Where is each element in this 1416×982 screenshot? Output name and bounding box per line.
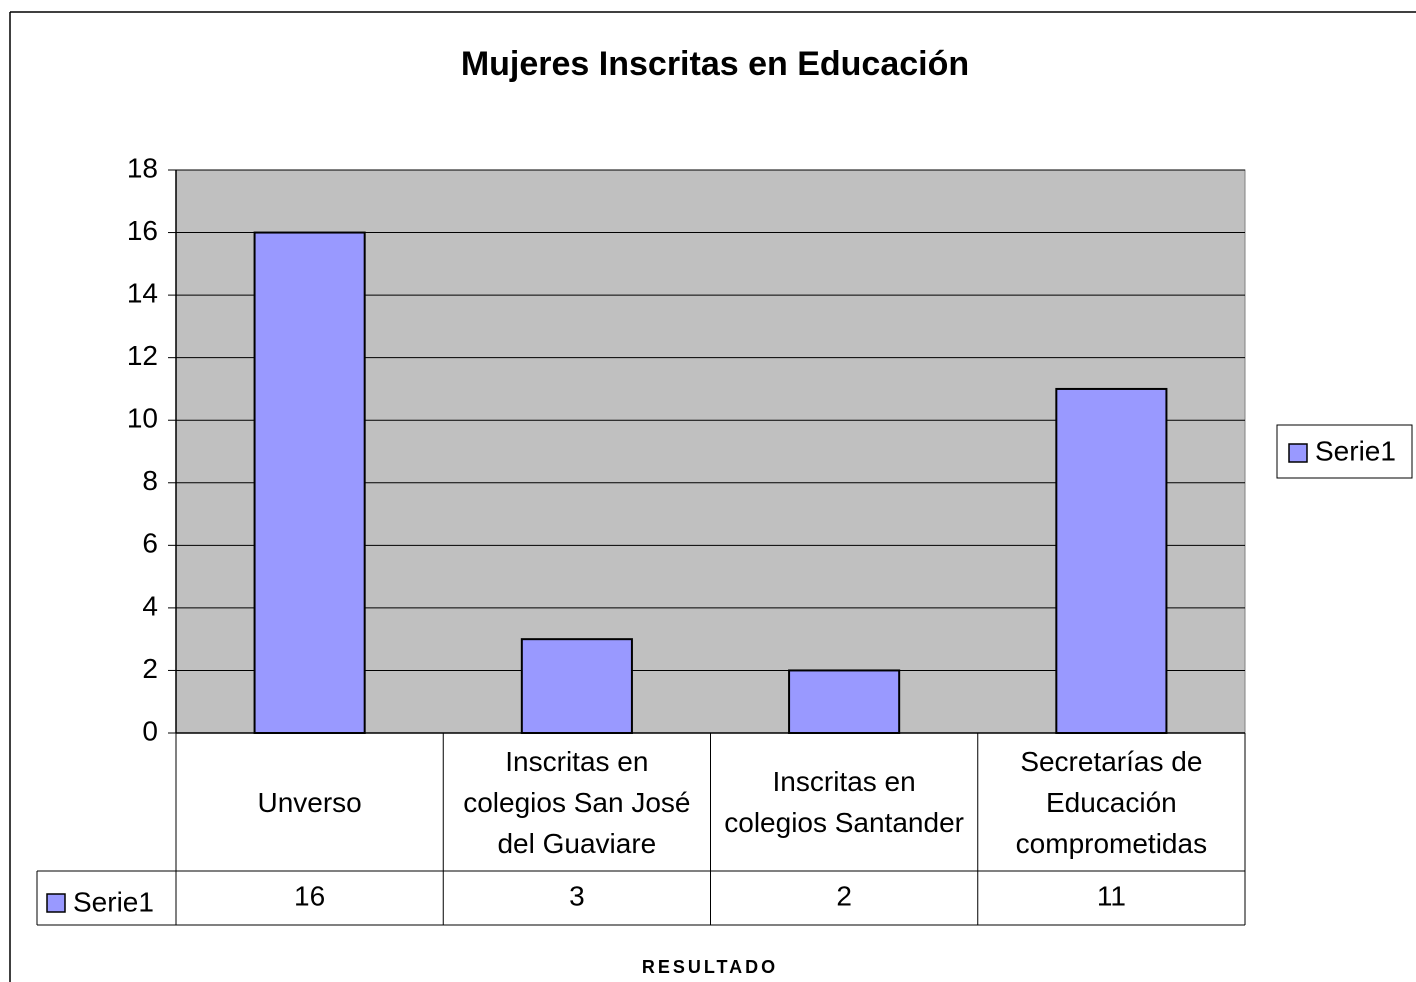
y-tick-label: 2 xyxy=(142,653,158,684)
table-series-name: Serie1 xyxy=(73,886,154,917)
legend-label: Serie1 xyxy=(1315,435,1396,466)
y-tick-label: 10 xyxy=(127,403,158,434)
bar xyxy=(788,669,901,735)
chart-title: Mujeres Inscritas en Educación xyxy=(461,45,969,83)
y-tick-label: 12 xyxy=(127,340,158,371)
bar xyxy=(253,231,366,735)
table-value: 11 xyxy=(1097,880,1126,911)
x-axis-label: RESULTADO xyxy=(642,957,778,977)
table-legend-key xyxy=(46,893,66,913)
table-value: 16 xyxy=(294,880,325,911)
bar xyxy=(1055,387,1168,734)
y-tick-label: 0 xyxy=(142,715,158,746)
y-tick-label: 18 xyxy=(127,152,158,183)
y-tick-label: 16 xyxy=(127,215,158,246)
table-value: 3 xyxy=(569,880,585,911)
x-tick-label: Secretarías de Educación comprometidas xyxy=(1015,745,1208,859)
y-tick-label: 6 xyxy=(142,528,158,559)
x-tick-label: Unverso xyxy=(257,786,362,818)
y-tick-label: 14 xyxy=(127,278,158,309)
bar xyxy=(520,638,633,735)
legend-key xyxy=(1288,443,1308,463)
y-tick-label: 8 xyxy=(142,465,158,496)
table-value: 2 xyxy=(836,880,852,911)
x-tick-label: Inscritas en colegios Santander xyxy=(724,766,964,838)
y-tick-label: 4 xyxy=(142,590,158,621)
x-tick-label: Inscritas en colegios San José del Guavi… xyxy=(463,745,691,859)
